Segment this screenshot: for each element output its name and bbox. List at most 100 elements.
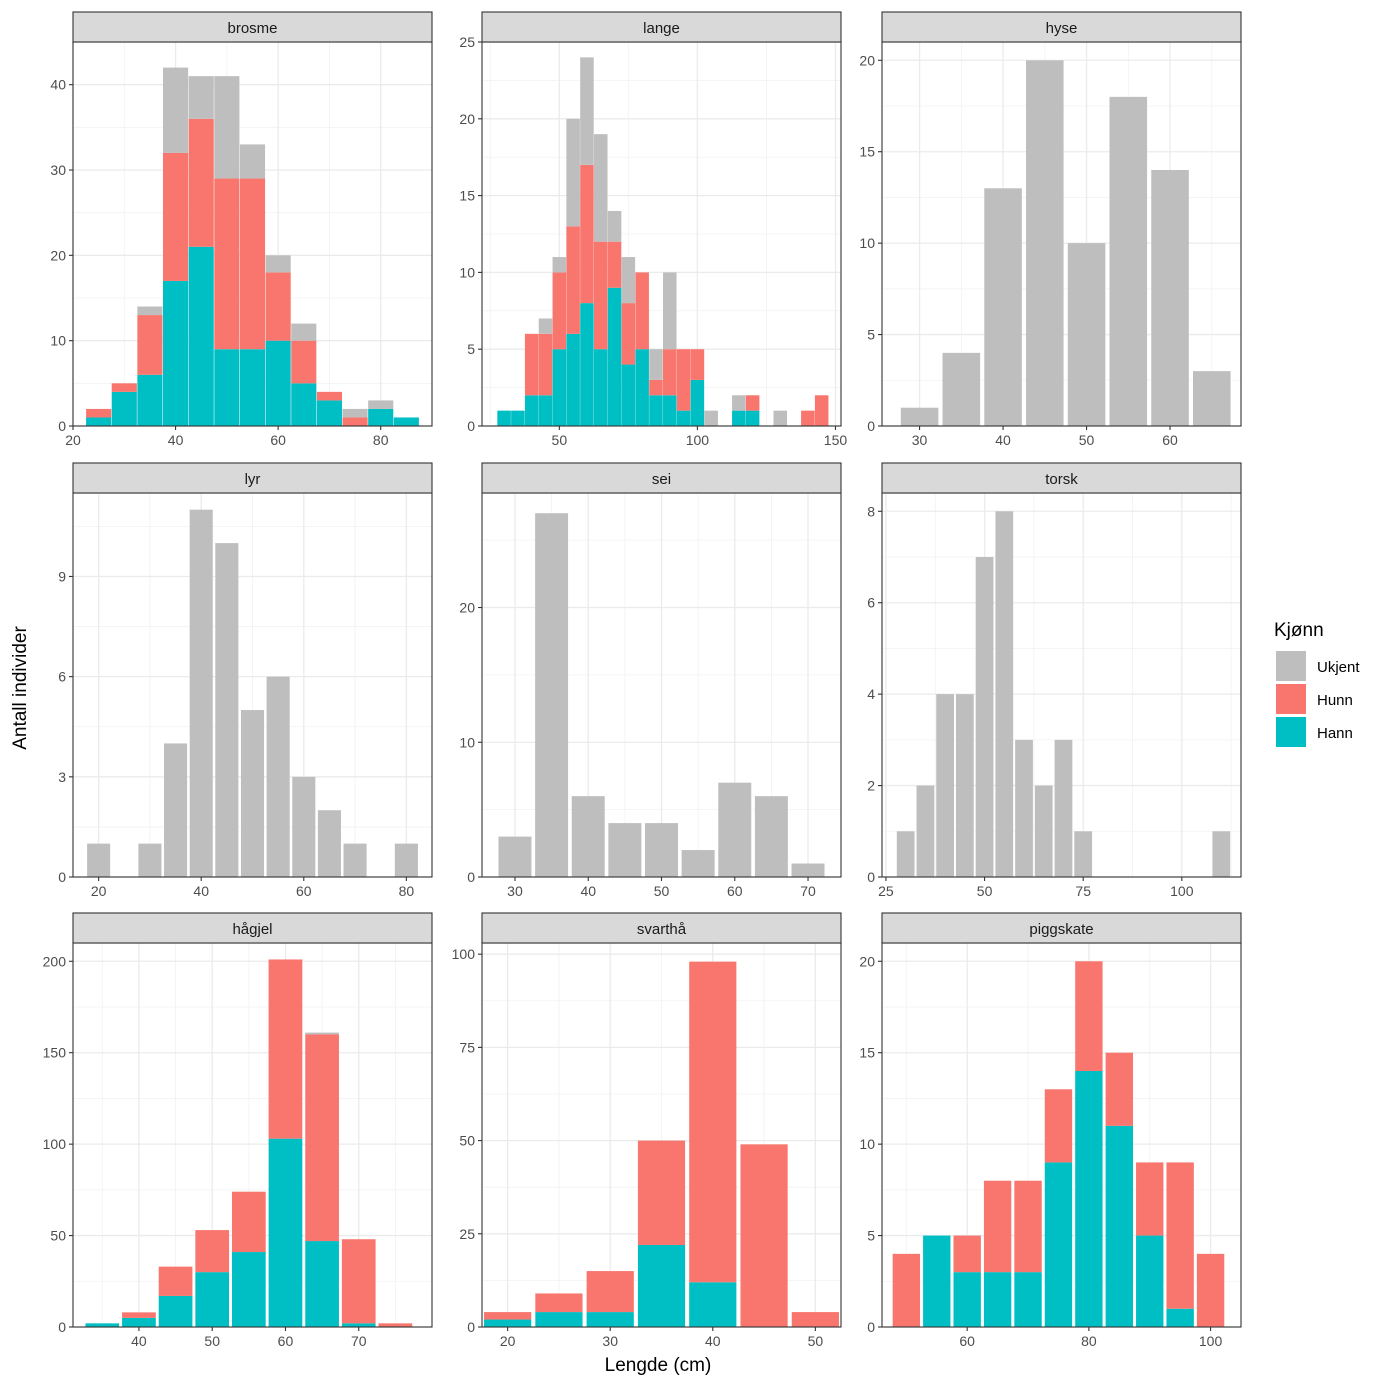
bar-hunn xyxy=(586,1271,634,1313)
bar-ukjent xyxy=(1212,831,1231,877)
y-tick-label: 100 xyxy=(452,946,476,962)
strip-background xyxy=(72,11,433,43)
bar-hunn xyxy=(231,1191,266,1253)
bar-hunn xyxy=(953,1235,981,1273)
bar-ukjent xyxy=(394,843,418,877)
strip-background xyxy=(881,11,1242,43)
y-tick-label: 20 xyxy=(859,52,875,68)
bar-hann xyxy=(580,303,594,426)
bar-ukjent xyxy=(292,776,316,877)
bar-hann xyxy=(122,1317,156,1327)
bar-hann xyxy=(535,1312,583,1327)
bar-ukjent xyxy=(645,823,678,877)
bar-ukjent xyxy=(896,831,915,877)
x-tick-label: 40 xyxy=(995,432,1011,448)
bar-ukjent xyxy=(649,349,663,380)
bar-hunn xyxy=(1014,1180,1042,1273)
bar-hann xyxy=(732,410,746,426)
y-tick-label: 8 xyxy=(867,503,875,519)
bar-hunn xyxy=(342,417,368,426)
strip-label: hyse xyxy=(1046,20,1078,37)
bar-ukjent xyxy=(942,352,981,426)
bar-hunn xyxy=(593,241,608,350)
strip-label: sei xyxy=(652,471,671,488)
bar-hann xyxy=(341,1323,376,1327)
strip-label: hågjel xyxy=(232,921,272,938)
bar-ukjent xyxy=(900,407,939,426)
bar-ukjent xyxy=(291,323,317,341)
bar-hunn xyxy=(538,333,553,396)
y-tick-label: 200 xyxy=(43,953,67,969)
bar-hann xyxy=(291,383,317,426)
bar-hunn xyxy=(291,340,317,384)
y-tick-label: 25 xyxy=(459,34,475,50)
y-axis-title: Antall individer xyxy=(10,626,31,750)
bar-ukjent xyxy=(87,843,111,877)
bar-ukjent xyxy=(704,410,718,426)
bar-ukjent xyxy=(593,134,608,242)
bar-hann xyxy=(649,395,663,426)
bar-hunn xyxy=(188,118,214,247)
bar-hann xyxy=(552,349,567,426)
x-tick-label: 150 xyxy=(824,432,848,448)
bar-hann xyxy=(635,349,649,426)
bar-hann xyxy=(484,1319,532,1327)
bar-hann xyxy=(195,1272,230,1327)
bar-hunn xyxy=(621,303,636,365)
bar-hunn xyxy=(607,241,622,288)
bar-ukjent xyxy=(663,272,677,350)
bar-ukjent xyxy=(1151,170,1189,426)
bar-ukjent xyxy=(265,255,291,273)
strip-background xyxy=(72,462,433,494)
bar-hann xyxy=(497,410,511,426)
bar-hann xyxy=(923,1235,951,1327)
x-tick-label: 100 xyxy=(686,432,710,448)
strip-label: lange xyxy=(643,20,680,37)
bar-hunn xyxy=(580,164,594,304)
y-tick-label: 50 xyxy=(50,1228,66,1244)
strip-background xyxy=(881,912,1242,944)
bar-hunn xyxy=(86,408,112,418)
x-tick-label: 80 xyxy=(1081,1333,1097,1349)
y-tick-label: 6 xyxy=(867,595,875,611)
bar-ukjent xyxy=(214,76,240,179)
y-tick-label: 15 xyxy=(859,144,875,160)
bar-ukjent xyxy=(571,796,605,877)
bar-hann xyxy=(85,1323,120,1327)
bar-ukjent xyxy=(240,710,265,877)
bar-hann xyxy=(689,1282,737,1327)
y-tick-label: 9 xyxy=(58,568,66,584)
bar-hunn xyxy=(122,1312,156,1318)
bar-hunn xyxy=(524,333,539,396)
bar-hann xyxy=(158,1295,193,1327)
x-tick-label: 50 xyxy=(977,883,993,899)
bar-hann xyxy=(265,340,291,426)
strip-background xyxy=(481,11,842,43)
y-tick-label: 150 xyxy=(43,1045,67,1061)
bar-hann xyxy=(239,349,266,426)
x-tick-label: 70 xyxy=(800,883,816,899)
bar-hann xyxy=(1136,1235,1164,1327)
x-tick-label: 20 xyxy=(91,883,107,899)
bar-hunn xyxy=(268,959,303,1139)
x-tick-label: 50 xyxy=(552,432,568,448)
bar-hann xyxy=(745,410,760,426)
x-tick-label: 30 xyxy=(507,883,523,899)
bar-hann xyxy=(663,395,677,426)
y-tick-label: 20 xyxy=(459,111,475,127)
y-tick-label: 75 xyxy=(459,1039,475,1055)
bar-hunn xyxy=(676,349,691,411)
legend-label-ukjent: Ukjent xyxy=(1317,659,1360,676)
x-tick-label: 20 xyxy=(65,432,81,448)
bar-hunn xyxy=(214,178,240,350)
bar-hunn xyxy=(814,395,829,426)
bar-hann xyxy=(593,349,608,426)
bar-ukjent xyxy=(137,306,163,316)
bar-hann xyxy=(214,349,240,426)
legend-key-hann xyxy=(1276,717,1306,747)
x-tick-label: 60 xyxy=(1162,432,1178,448)
x-tick-label: 80 xyxy=(373,432,389,448)
x-tick-label: 100 xyxy=(1170,883,1194,899)
y-tick-label: 5 xyxy=(867,1228,875,1244)
panel-lyr: lyr 20 40 60 80 0 3 6 9 xyxy=(58,462,433,899)
